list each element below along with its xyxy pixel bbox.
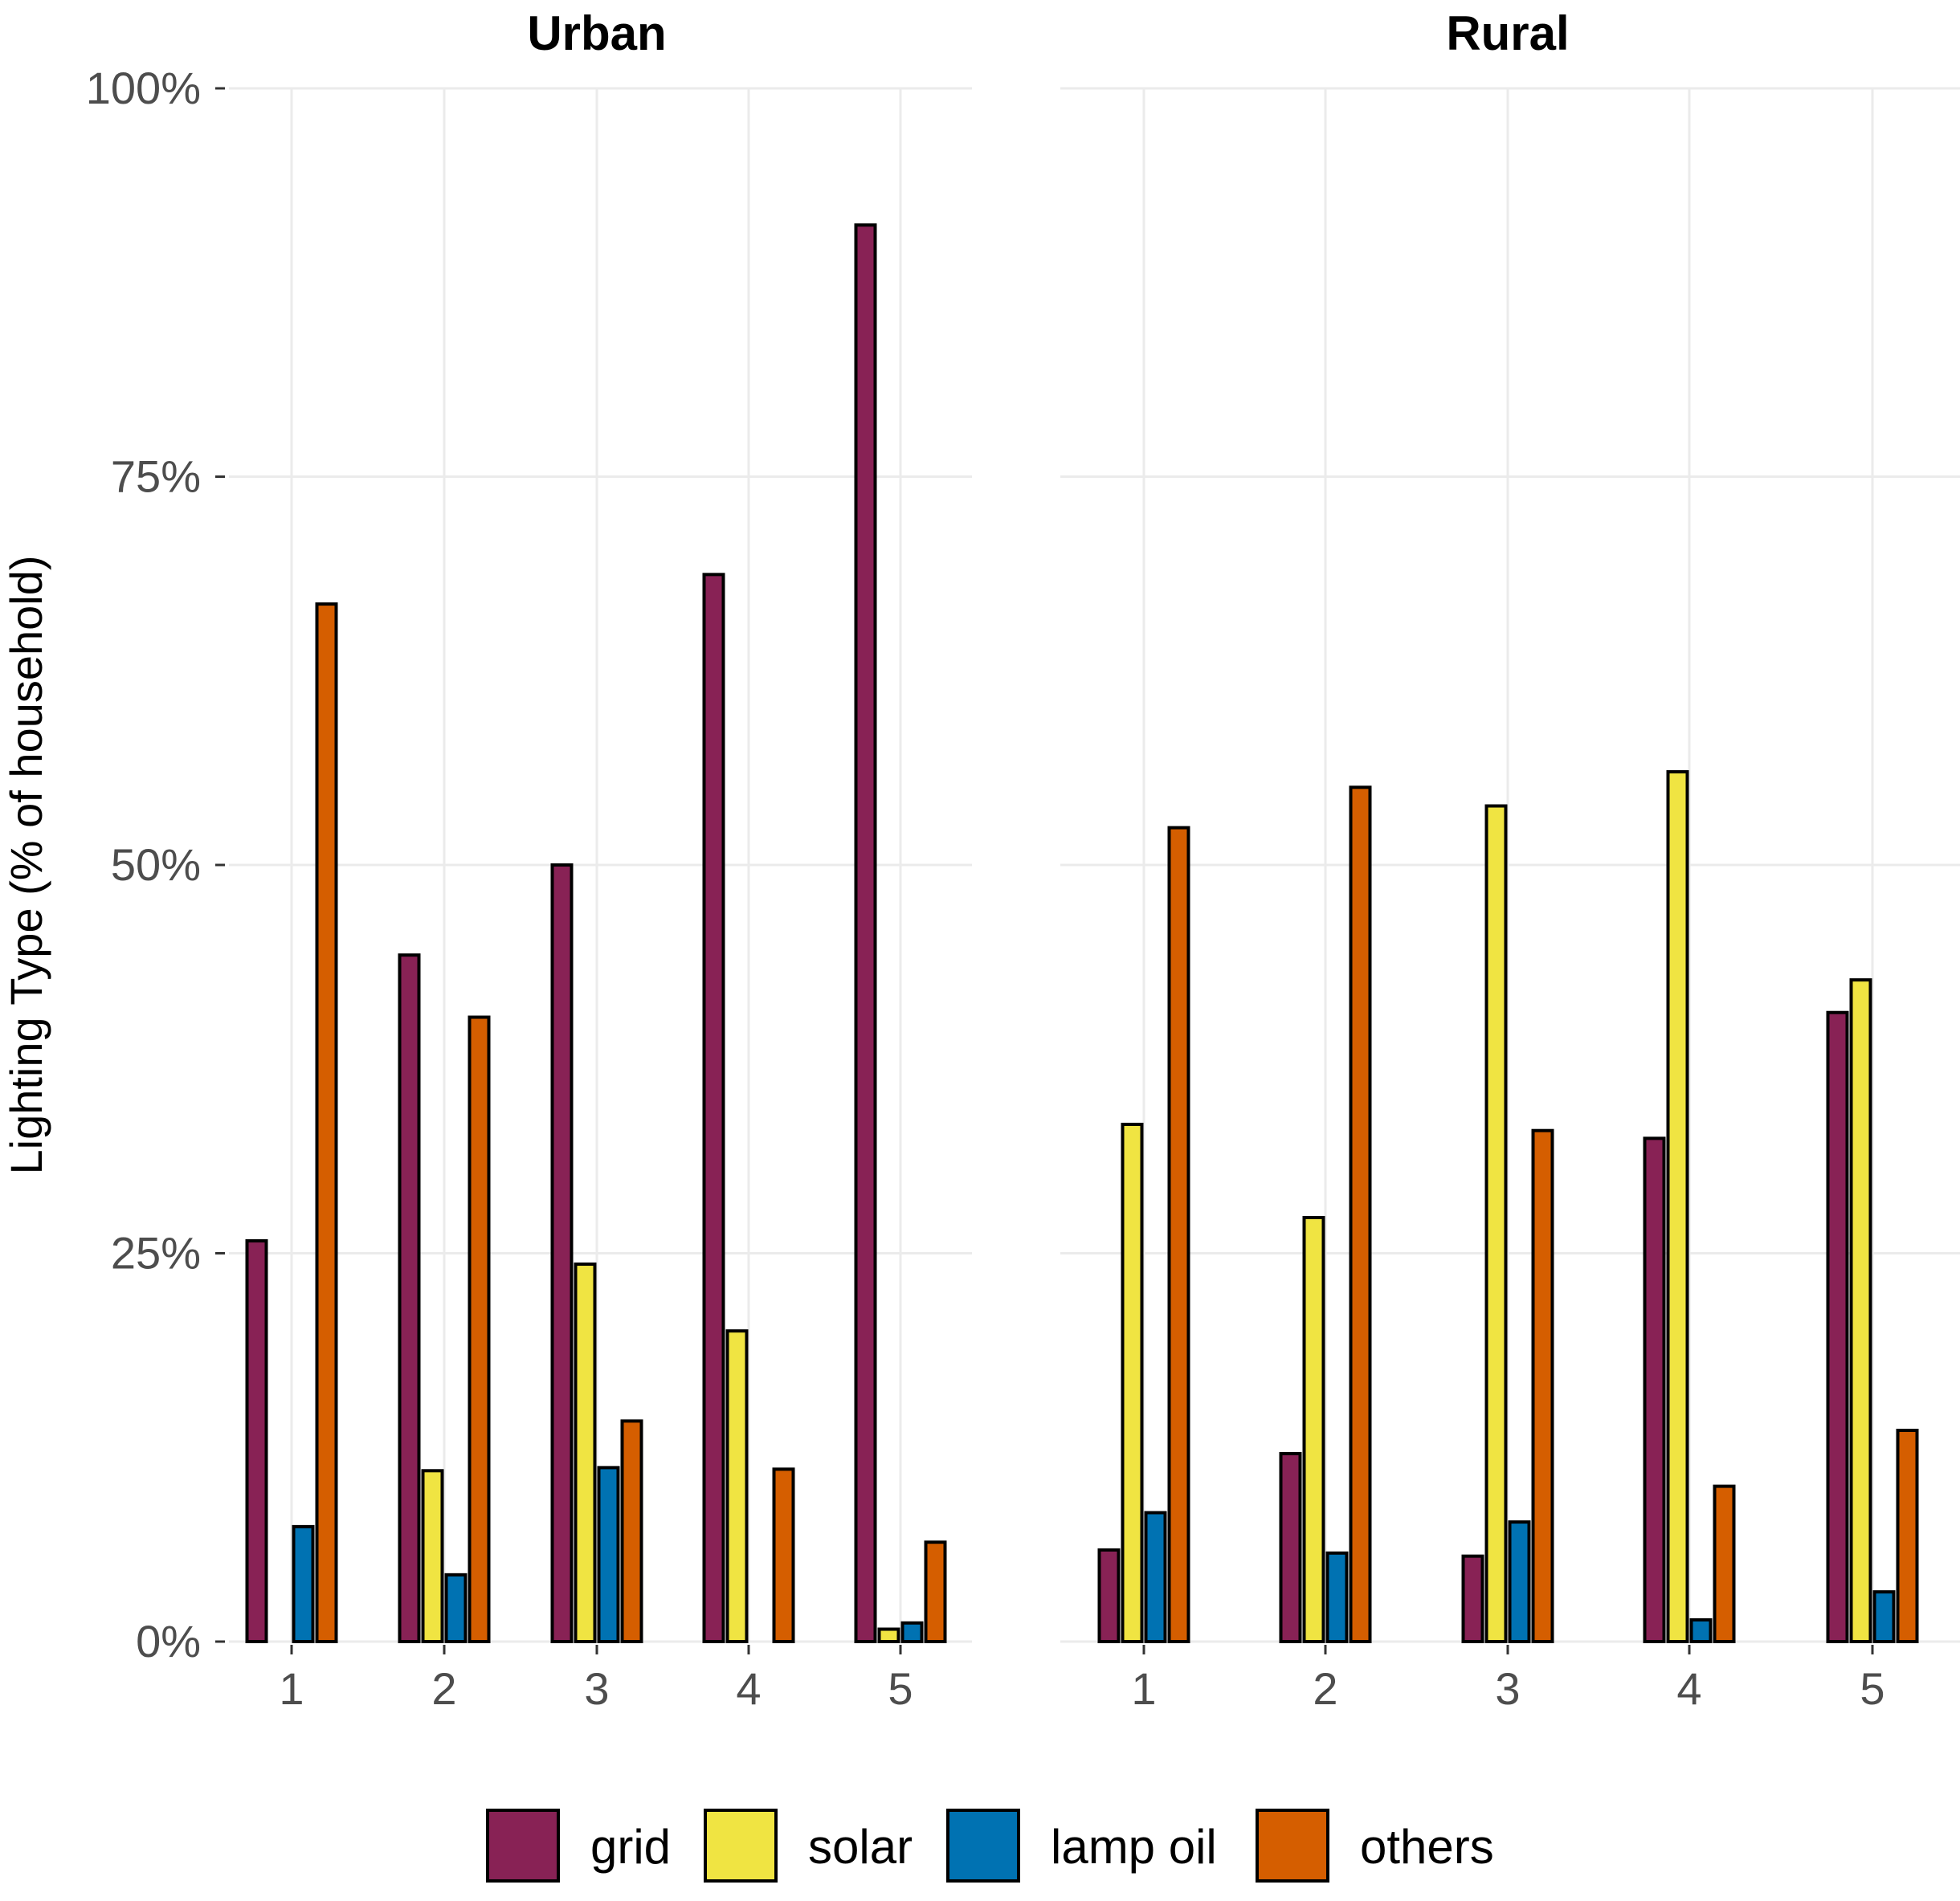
legend-key-others: [1256, 1809, 1329, 1883]
x-tick-label: 2: [431, 1663, 456, 1714]
legend-item-grid: grid: [486, 1809, 671, 1883]
facet-title-urban: Urban: [527, 6, 666, 60]
bar-rural-solar-1: [1121, 1122, 1144, 1643]
bar-urban-solar-3: [574, 1263, 597, 1643]
bar-urban-lamp-oil-3: [597, 1466, 620, 1643]
bar-rural-grid-2: [1279, 1451, 1302, 1643]
legend-label: solar: [808, 1820, 913, 1874]
bar-rural-lamp-oil-2: [1325, 1551, 1349, 1643]
bar-rural-others-4: [1713, 1484, 1736, 1643]
x-tick-label: 1: [279, 1663, 304, 1714]
bar-rural-lamp-oil-3: [1508, 1520, 1531, 1644]
x-tick-label: 4: [1676, 1663, 1701, 1714]
x-tick-label: 3: [1495, 1663, 1520, 1714]
legend-layer: grid solar lamp oil others: [486, 1809, 1494, 1883]
y-tick-label: 75%: [111, 451, 201, 502]
bar-urban-grid-2: [398, 953, 421, 1643]
bar-rural-lamp-oil-4: [1689, 1617, 1713, 1643]
x-tick-label: 5: [1860, 1663, 1884, 1714]
y-tick-label: 25%: [111, 1228, 201, 1279]
legend-label: grid: [590, 1820, 671, 1874]
facet-title-rural: Rural: [1446, 6, 1569, 60]
axes-layer: 0% 25% 50% 75% 100% 1 2 3 4 5 1 2 3 4 5: [86, 63, 1885, 1714]
bar-urban-grid-1: [245, 1239, 268, 1643]
bar-urban-solar-4: [725, 1329, 749, 1643]
bar-urban-lamp-oil-1: [292, 1524, 315, 1644]
legend-item-others: others: [1256, 1809, 1494, 1883]
legend-item-solar: solar: [704, 1809, 913, 1883]
bar-rural-grid-1: [1097, 1548, 1121, 1644]
legend-key-lamp-oil: [946, 1809, 1020, 1883]
titles-layer: Urban Rural Lighting Type (% of household): [1, 6, 1570, 1175]
bar-rural-grid-3: [1461, 1554, 1484, 1644]
x-tick-label: 4: [736, 1663, 761, 1714]
bar-urban-grid-4: [702, 573, 725, 1643]
bar-urban-solar-5: [877, 1627, 900, 1643]
bar-rural-solar-3: [1484, 804, 1508, 1643]
legend-key-grid: [486, 1809, 560, 1883]
bar-urban-lamp-oil-5: [900, 1621, 924, 1643]
bar-urban-others-3: [620, 1419, 643, 1643]
bar-rural-others-2: [1349, 785, 1372, 1643]
bar-rural-others-5: [1896, 1428, 1919, 1643]
x-tick-label: 1: [1131, 1663, 1156, 1714]
bar-urban-grid-5: [854, 223, 877, 1643]
y-axis-title: Lighting Type (% of household): [1, 555, 51, 1174]
bar-rural-lamp-oil-1: [1144, 1511, 1167, 1644]
grid-layer: [229, 87, 1960, 1643]
y-tick-label: 0%: [136, 1616, 201, 1666]
y-tick-label: 50%: [111, 839, 201, 890]
legend-label: lamp oil: [1051, 1820, 1217, 1874]
bar-rural-solar-5: [1849, 978, 1872, 1643]
bar-urban-others-4: [772, 1467, 795, 1644]
bar-urban-others-2: [468, 1015, 491, 1643]
bar-urban-solar-2: [421, 1469, 444, 1644]
bar-rural-lamp-oil-5: [1872, 1590, 1896, 1644]
x-tick-label: 3: [584, 1663, 609, 1714]
bar-urban-grid-3: [550, 863, 574, 1643]
x-tick-label: 2: [1313, 1663, 1337, 1714]
bar-rural-grid-5: [1826, 1010, 1849, 1643]
bar-rural-grid-4: [1643, 1136, 1666, 1644]
legend-label: others: [1360, 1820, 1494, 1874]
legend-key-solar: [704, 1809, 778, 1883]
legend-item-lamp-oil: lamp oil: [946, 1809, 1217, 1883]
y-tick-label: 100%: [86, 63, 201, 113]
bar-rural-others-1: [1167, 826, 1190, 1643]
bar-rural-others-3: [1531, 1128, 1554, 1643]
x-tick-label: 5: [888, 1663, 913, 1714]
bar-rural-solar-4: [1666, 769, 1689, 1644]
bar-urban-others-5: [924, 1540, 947, 1643]
bars-layer: [245, 223, 1919, 1644]
bar-urban-lamp-oil-2: [444, 1573, 468, 1644]
bar-urban-others-1: [315, 602, 338, 1643]
bar-rural-solar-2: [1302, 1216, 1325, 1643]
